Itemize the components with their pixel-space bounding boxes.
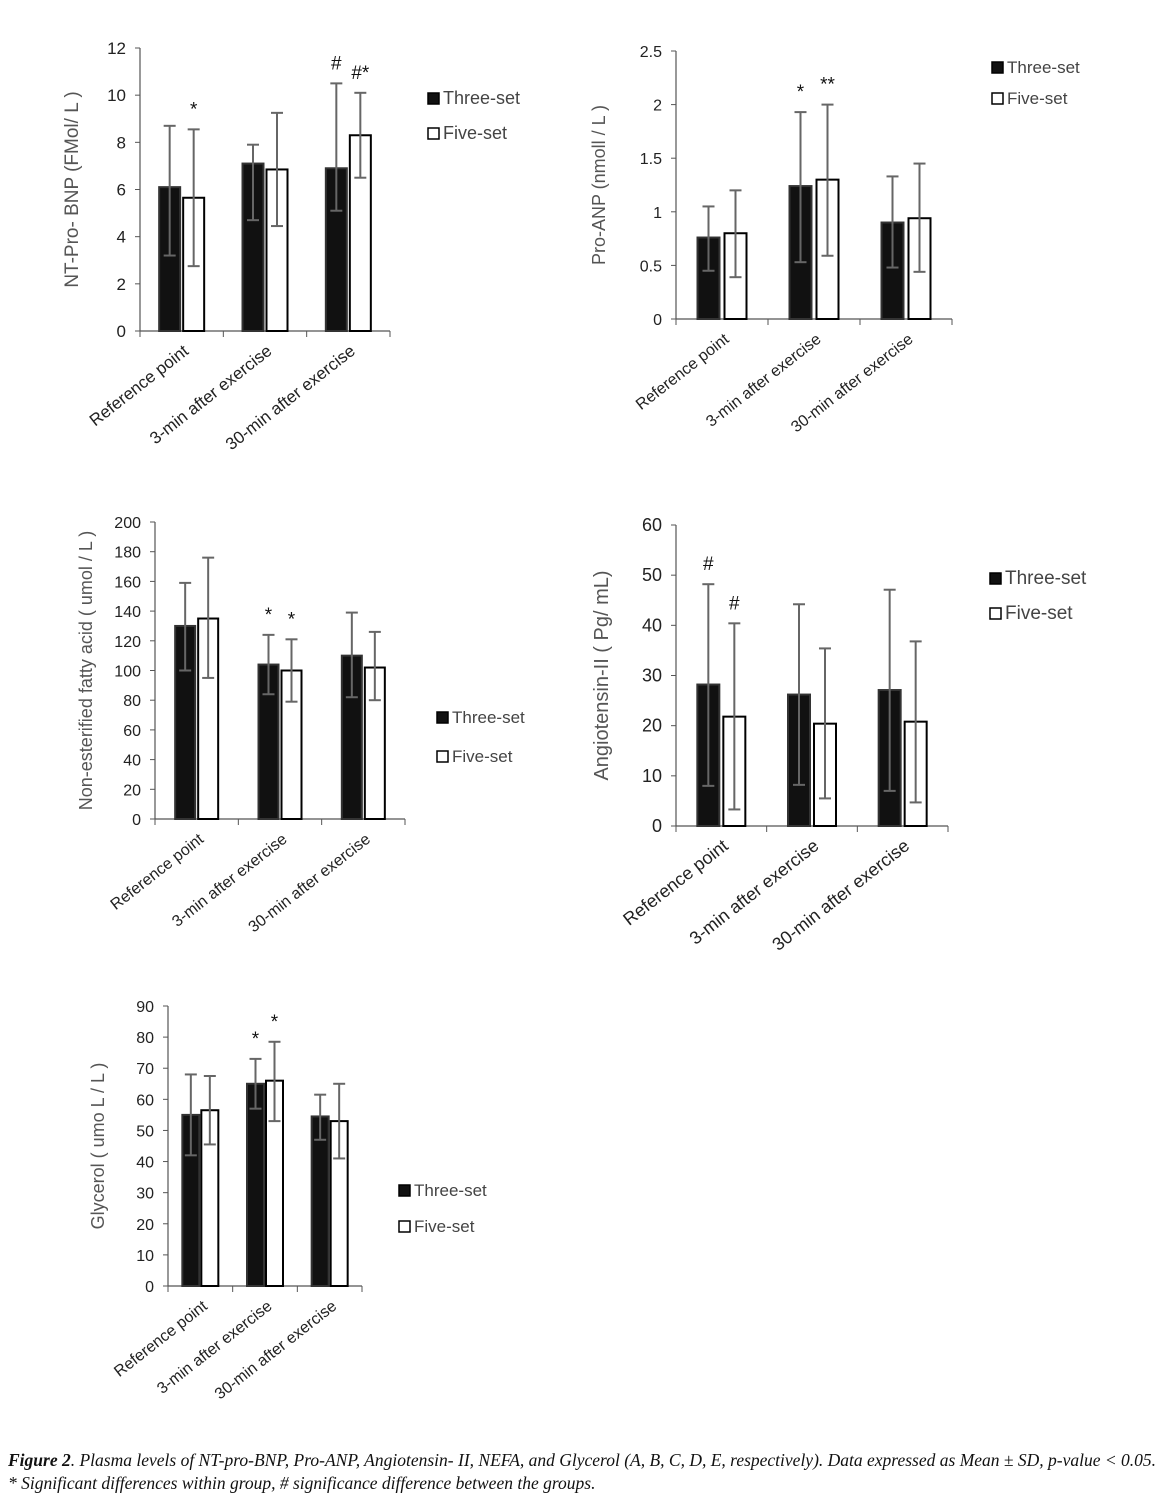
y-tick-label: 180	[114, 545, 141, 562]
bar-three-set	[310, 1115, 330, 1288]
y-tick-label: 30	[642, 666, 662, 686]
y-tick-label: 6	[117, 181, 126, 200]
y-tick-label: 160	[114, 574, 141, 591]
chart-b: 0 0.5 1 1.5 2 2.5 Pro-ANP (nmoll / L ) Referenc…	[589, 44, 1080, 436]
legend-label: Three-set	[1005, 568, 1087, 589]
y-tick-label: 50	[642, 565, 662, 585]
figure-caption: Figure 2. Plasma levels of NT-pro-BNP, P…	[8, 1449, 1158, 1495]
x-tick-label: 30-min after exercise	[212, 1298, 340, 1403]
legend-label: Three-set	[443, 88, 520, 108]
legend-label: Three-set	[1007, 58, 1080, 77]
y-tick-label: 20	[136, 1217, 154, 1234]
y-tick-label: 60	[136, 1092, 154, 1109]
y-tick-label: 8	[117, 133, 126, 152]
chart-e: 0 10 20 30 40 50 60 70 80 90 Glycerol ( umo L / L …	[88, 999, 487, 1403]
legend-swatch-five-set	[427, 127, 440, 140]
y-tick-label: 40	[123, 753, 141, 770]
caption-text: . Plasma levels of NT-pro-BNP, Pro-ANP, …	[8, 1450, 1157, 1493]
y-tick-label: 80	[123, 693, 141, 710]
significance-annotation: *	[288, 609, 296, 630]
y-tick-label: 1.5	[640, 151, 662, 168]
y-tick-label: 1	[653, 205, 662, 222]
x-tick-label: 3-min after exercise	[154, 1298, 275, 1398]
y-tick-label: 70	[136, 1061, 154, 1078]
caption-label: Figure 2	[8, 1450, 71, 1470]
y-axis-label: Non-esterified fatty acid ( umol / L )	[76, 531, 96, 810]
significance-annotation: *	[271, 1012, 279, 1033]
chart-c: 0 20 40 60 80 100 120 140 160 180 200 Non-esterifie…	[76, 515, 525, 936]
y-tick-label: 90	[136, 999, 154, 1016]
significance-annotation: #	[703, 554, 714, 575]
y-axis-label: Glycerol ( umo L / L )	[88, 1063, 108, 1230]
y-tick-label: 10	[136, 1248, 154, 1265]
y-tick-label: 10	[107, 86, 126, 105]
y-axis-label: Angiotensin-II ( Pg/ mL)	[591, 570, 613, 780]
y-tick-label: 0	[145, 1279, 154, 1296]
significance-annotation: *	[252, 1029, 260, 1050]
y-tick-label: 40	[136, 1155, 154, 1172]
significance-annotation: #	[729, 593, 740, 614]
y-tick-label: 2.5	[640, 44, 662, 61]
legend-swatch-three-set	[398, 1184, 411, 1197]
y-tick-label: 40	[642, 615, 662, 635]
legend-label: Five-set	[1007, 89, 1068, 108]
significance-annotation: *	[265, 605, 273, 626]
legend-swatch-five-set	[436, 750, 449, 763]
y-tick-label: 2	[117, 275, 126, 294]
y-tick-label: 4	[117, 228, 126, 247]
legend-label: Five-set	[443, 123, 507, 143]
legend-label: Five-set	[414, 1217, 475, 1236]
legend-swatch-three-set	[436, 711, 449, 724]
legend-label: Three-set	[452, 708, 525, 727]
y-tick-label: 30	[136, 1186, 154, 1203]
y-tick-label: 80	[136, 1030, 154, 1047]
legend-swatch-three-set	[989, 572, 1002, 585]
y-tick-label: 60	[123, 723, 141, 740]
legend-swatch-three-set	[427, 92, 440, 105]
y-tick-label: 120	[114, 634, 141, 651]
y-tick-label: 12	[107, 39, 126, 58]
y-tick-label: 50	[136, 1123, 154, 1140]
legend-label: Five-set	[1005, 603, 1073, 624]
legend-label: Five-set	[452, 747, 513, 766]
y-tick-label: 100	[114, 664, 141, 681]
y-tick-label: 60	[642, 515, 662, 535]
significance-annotation: #*	[351, 63, 370, 84]
y-axis-label: Pro-ANP (nmoll / L )	[589, 105, 609, 265]
y-tick-label: 2	[653, 98, 662, 115]
legend-swatch-five-set	[991, 92, 1004, 105]
y-tick-label: 0.5	[640, 258, 662, 275]
legend-label: Three-set	[414, 1181, 487, 1200]
significance-annotation: **	[820, 75, 835, 96]
y-tick-label: 20	[123, 782, 141, 799]
y-tick-label: 0	[653, 312, 662, 329]
significance-annotation: *	[190, 99, 198, 120]
legend-swatch-five-set	[989, 607, 1002, 620]
legend-swatch-five-set	[398, 1220, 411, 1233]
y-tick-label: 0	[117, 322, 126, 341]
legend-swatch-three-set	[991, 61, 1004, 74]
y-tick-label: 0	[652, 816, 662, 836]
y-tick-label: 10	[642, 766, 662, 786]
significance-annotation: #	[331, 53, 342, 74]
significance-annotation: *	[797, 82, 805, 103]
y-tick-label: 20	[642, 716, 662, 736]
x-tick-label: Reference point	[633, 330, 733, 413]
y-tick-label: 140	[114, 604, 141, 621]
y-axis-label: NT-Pro- BNP (FMol/ L )	[62, 91, 83, 287]
y-tick-label: 0	[132, 812, 141, 829]
bar-three-set	[246, 1082, 265, 1288]
y-tick-label: 200	[114, 515, 141, 532]
